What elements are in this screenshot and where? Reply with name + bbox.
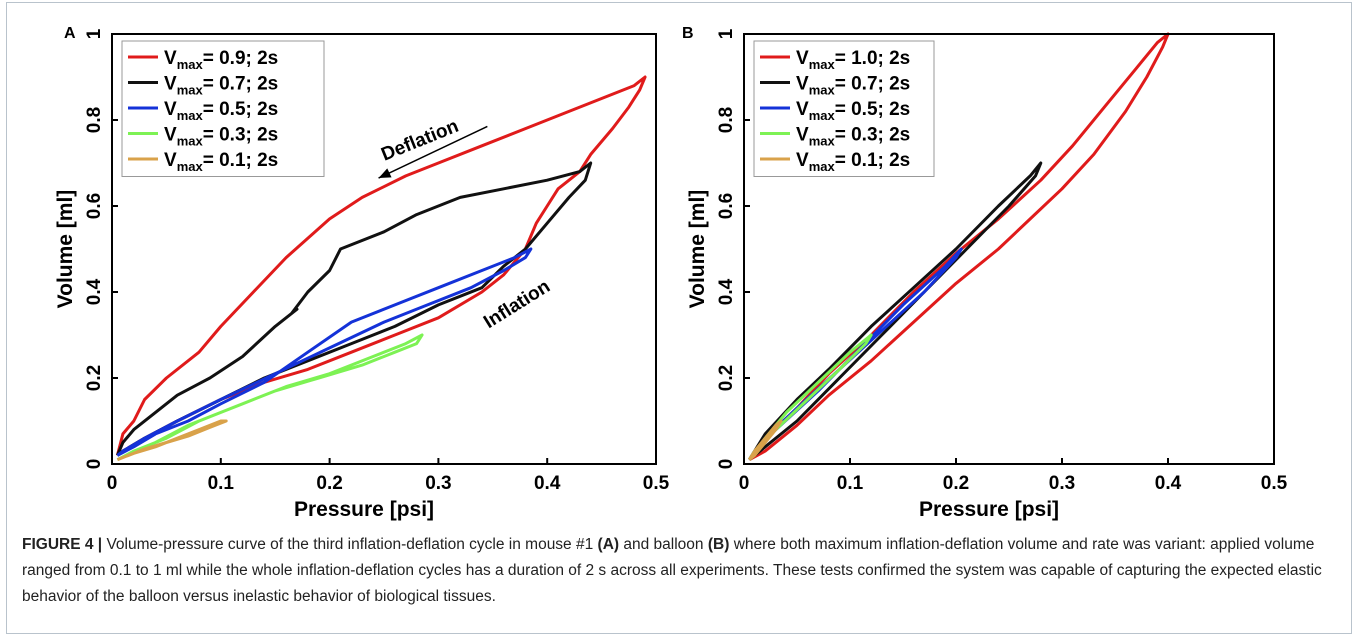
legend-label-b-3: Vmax= 0.3; 2s	[796, 125, 910, 149]
x-tick-label-a-0: 0	[107, 473, 118, 494]
y-tick-label-b-1: 0.2	[716, 365, 737, 391]
panel-label-b: B	[682, 25, 694, 42]
x-tick-label-b-0: 0	[739, 473, 750, 494]
y-tick-label-b-2: 0.4	[716, 278, 737, 305]
legend-label-a-4: Vmax= 0.1; 2s	[164, 150, 278, 174]
figure-frame	[6, 2, 1352, 634]
plot-frame-b	[743, 33, 1275, 465]
panel-label-a: A	[64, 25, 76, 42]
y-tick-label-a-3: 0.6	[84, 193, 105, 219]
series-line-b-1	[748, 161, 1043, 461]
y-tick-label-b-0: 0	[716, 459, 737, 470]
x-tick-label-b-2: 0.2	[943, 473, 969, 494]
y-tick-label-b-3: 0.6	[716, 193, 737, 219]
deflation-arrow-a	[378, 125, 488, 179]
plot-frame-a	[111, 33, 657, 465]
y-tick-label-a-4: 0.8	[84, 107, 105, 133]
x-tick-label-b-1: 0.1	[837, 473, 864, 494]
legend-label-b-4: Vmax= 0.1; 2s	[796, 150, 910, 174]
x-tick-label-a-3: 0.3	[425, 473, 451, 494]
y-tick-label-a-0: 0	[84, 459, 105, 470]
series-line-a-2	[116, 247, 533, 457]
legend-label-a-3: Vmax= 0.3; 2s	[164, 125, 278, 149]
legend-label-b-0: Vmax= 1.0; 2s	[796, 48, 910, 72]
x-tick-label-a-1: 0.1	[208, 473, 235, 494]
y-tick-label-b-5: 1	[716, 28, 737, 39]
legend-label-a-2: Vmax= 0.5; 2s	[164, 99, 278, 123]
y-axis-title-a: Volume [ml]	[54, 190, 77, 309]
chart-panel-a: A 0 0.1 0.2 0.3 0.4 0.5 0 0.2 0.4 0.6 0.8 1 Pressure …	[54, 25, 670, 521]
caption-figure-label: FIGURE 4 |	[22, 536, 103, 553]
deflation-arrowhead-a	[378, 168, 392, 179]
x-tick-label-a-4: 0.4	[534, 473, 561, 494]
caption-text-2: and balloon	[619, 536, 708, 553]
figure-charts: A 0 0.1 0.2 0.3 0.4 0.5 0 0.2 0.4 0.6 0.8 1 Pressure …	[54, 25, 1288, 521]
y-tick-label-a-5: 1	[84, 28, 105, 39]
y-tick-label-b-4: 0.8	[716, 107, 737, 133]
chart-panel-b: B 0 0.1 0.2 0.3 0.4 0.5 0 0.2 0.4 0.6 0.8 1 Pressure …	[682, 25, 1288, 521]
series-line-a-4	[116, 419, 228, 462]
legend-label-a-1: Vmax= 0.7; 2s	[164, 74, 278, 98]
legend-label-a-0: Vmax= 0.9; 2s	[164, 48, 278, 72]
series-line-a-0	[115, 75, 647, 457]
series-line-a-3	[116, 333, 424, 462]
caption-text-3: where both maximum inflation-deflation v…	[22, 536, 1322, 605]
x-tick-label-b-4: 0.4	[1155, 473, 1182, 494]
series-line-a-1	[116, 161, 593, 457]
x-tick-label-a-5: 0.5	[643, 473, 670, 494]
legend-label-b-1: Vmax= 0.7; 2s	[796, 74, 910, 98]
x-tick-label-a-2: 0.2	[316, 473, 342, 494]
x-axis-title-b: Pressure [psi]	[919, 498, 1059, 521]
y-axis-title-b: Volume [ml]	[686, 190, 709, 309]
series-line-b-4	[748, 419, 783, 461]
caption-ref-a: (A)	[597, 536, 620, 553]
figure-caption: FIGURE 4 | Volume-pressure curve of the …	[22, 532, 1342, 610]
caption-ref-b: (B)	[707, 536, 730, 553]
y-tick-label-a-2: 0.4	[84, 278, 105, 305]
x-tick-label-b-3: 0.3	[1049, 473, 1075, 494]
x-axis-title-a: Pressure [psi]	[294, 498, 434, 521]
series-line-b-0	[748, 32, 1170, 462]
y-tick-label-a-1: 0.2	[84, 365, 105, 391]
x-tick-label-b-5: 0.5	[1261, 473, 1288, 494]
caption-text-1: Volume-pressure curve of the third infla…	[102, 536, 598, 553]
legend-label-b-2: Vmax= 0.5; 2s	[796, 99, 910, 123]
